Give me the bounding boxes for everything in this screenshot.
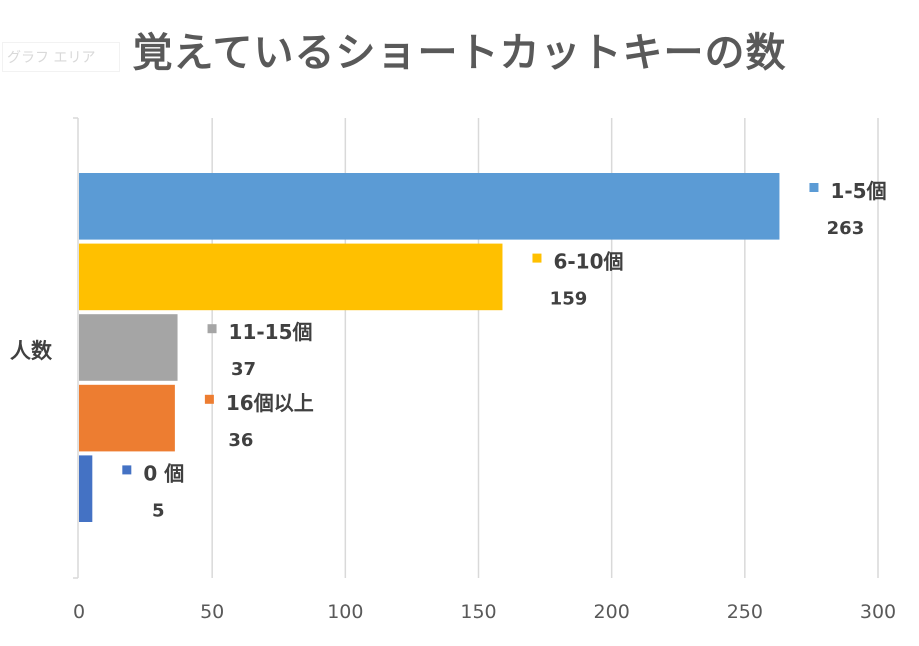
x-tick-label: 250 [727,601,763,623]
data-label-name: 16個以上 [226,391,314,415]
bar [79,384,175,452]
data-label-name: 0 個 [143,461,184,485]
data-label-name: 11-15個 [229,320,313,344]
data-label-name: 1-5個 [830,179,886,203]
x-tick-label: 150 [460,601,496,623]
legend-key [207,324,217,334]
bar [79,173,780,240]
x-tick-label: 200 [594,601,630,623]
data-label-name: 6-10個 [553,250,623,274]
chart-title: 覚えているショートカットキーの数 [132,30,787,76]
legend-key [532,253,542,263]
bar [79,455,93,522]
legend-key [204,394,214,404]
data-label-value: 159 [550,289,588,310]
data-label-value: 263 [827,218,865,239]
chart-area-tag: グラフ エリア [2,42,120,72]
legend-key [809,183,819,192]
bar [79,243,503,311]
x-tick-label: 50 [200,601,224,623]
x-tick-label: 300 [860,601,896,623]
data-label-value: 37 [231,359,256,380]
data-label-value: 5 [152,500,165,521]
x-tick-label: 100 [327,601,363,623]
x-tick-label: 0 [73,601,85,623]
legend-key [122,465,132,475]
category-label: 人数 [10,339,53,363]
data-label-value: 36 [228,430,253,451]
bar [79,314,178,381]
